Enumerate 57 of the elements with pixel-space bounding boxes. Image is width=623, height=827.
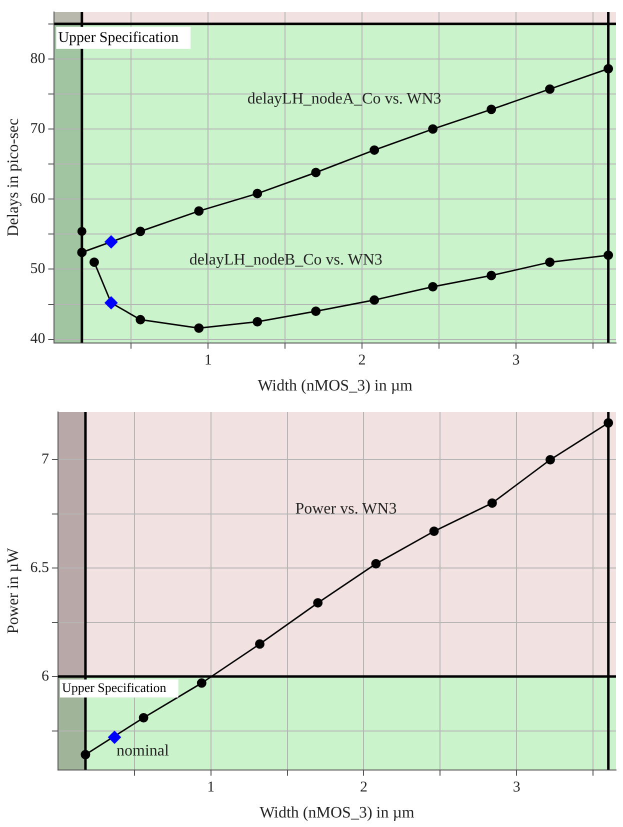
point: [604, 64, 614, 74]
ref-line-label: Upper Specification: [58, 30, 180, 46]
point: [255, 639, 265, 649]
point: [138, 713, 148, 723]
point: [604, 250, 614, 260]
point: [252, 317, 262, 327]
point: [311, 168, 321, 178]
point: [371, 559, 381, 569]
point: [546, 454, 556, 464]
x-tick-label: 2: [358, 352, 366, 369]
y-tick-label: 6: [41, 668, 50, 684]
point: [194, 323, 204, 333]
point: [104, 235, 118, 248]
point: [486, 270, 496, 280]
point: [80, 750, 90, 760]
y-tick-label: 80: [30, 50, 46, 67]
series-label: delayLH_nodeA_Co vs. WN3: [247, 90, 442, 108]
point: [545, 257, 555, 267]
point: [108, 730, 122, 744]
point: [545, 84, 555, 94]
point: [429, 526, 439, 536]
point: [77, 226, 86, 236]
y-tick-label: 60: [30, 191, 46, 208]
point: [136, 314, 146, 324]
point: [604, 418, 614, 428]
y-tick-label: 6.5: [30, 560, 49, 576]
point: [370, 295, 380, 305]
x-tick-label: 3: [512, 780, 520, 796]
x-tick-label: 3: [512, 352, 520, 369]
point: [311, 306, 321, 316]
point: [370, 145, 380, 155]
y-axis-title: Delays in pico-sec: [4, 118, 22, 236]
x-axis-title: Width (nMOS_3) in µm: [258, 378, 414, 395]
x-tick-label: 2: [360, 780, 368, 796]
point: [194, 206, 204, 216]
y-tick-label: 40: [30, 331, 46, 348]
point: [313, 598, 323, 608]
point: [428, 282, 438, 292]
point: [486, 104, 496, 114]
point: [136, 226, 146, 236]
series-label: Power vs. WN3: [295, 500, 397, 518]
point: [428, 124, 438, 134]
annotation: nominal: [116, 742, 170, 760]
x-tick-label: 1: [207, 780, 215, 796]
x-tick-label: 1: [204, 352, 212, 369]
ref-line-label: Upper Specification: [62, 680, 167, 695]
point: [89, 257, 99, 267]
point: [487, 498, 497, 508]
y-tick-label: 70: [30, 120, 46, 137]
y-tick-label: 7: [41, 452, 50, 468]
x-axis-title: Width (nMOS_3) in µm: [260, 804, 415, 822]
point: [196, 678, 206, 688]
y-tick-label: 50: [30, 261, 46, 278]
point: [77, 248, 87, 258]
point: [252, 188, 262, 198]
series-label: delayLH_nodeB_Co vs. WN3: [189, 251, 382, 268]
y-axis-title: Power in µW: [4, 547, 22, 634]
